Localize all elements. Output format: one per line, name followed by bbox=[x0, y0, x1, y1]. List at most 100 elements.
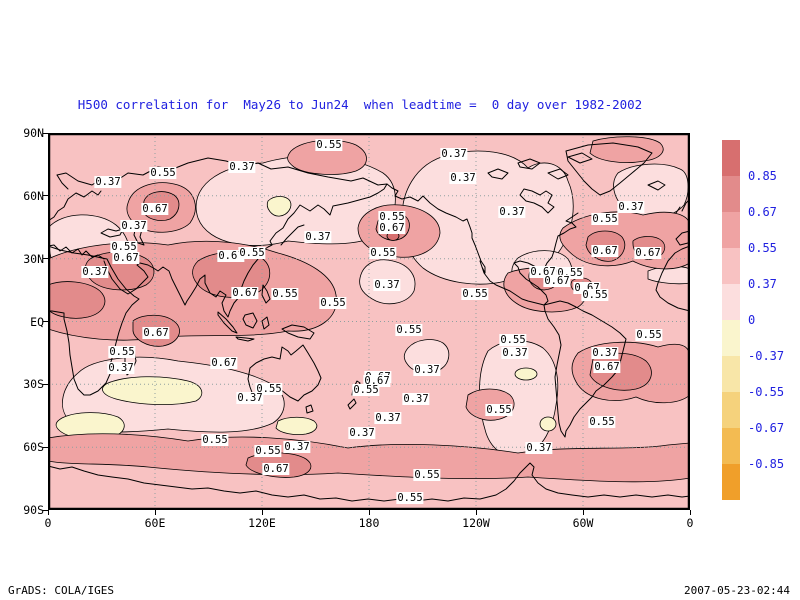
lat-tick bbox=[43, 132, 48, 134]
lat-tick-label: 30N bbox=[23, 251, 44, 266]
contour-label: 0.55 bbox=[395, 324, 423, 336]
lat-tick-label: EQ bbox=[30, 314, 44, 329]
colorbar-segment bbox=[722, 320, 740, 356]
contour-label: 0.37 bbox=[501, 347, 529, 359]
colorbar-segment bbox=[722, 464, 740, 500]
map-frame: 0.55 0.37 0.37 0.55 0.37 0.37 0.37 0.55 0.67 0.37… bbox=[48, 133, 690, 510]
contour-label: 0.55 bbox=[110, 241, 138, 253]
contour-label: 0.55 bbox=[201, 434, 229, 446]
lon-tick bbox=[368, 510, 370, 515]
contour-label: 0.37 bbox=[236, 392, 264, 404]
contour-label: 0.55 bbox=[369, 247, 397, 259]
contour-label: 0.55 bbox=[271, 288, 299, 300]
colorbar-segment bbox=[722, 212, 740, 248]
colorbar-label: 0.85 bbox=[748, 169, 777, 183]
contour-label: 0.67 bbox=[210, 357, 238, 369]
contour-label: 0.37 bbox=[449, 172, 477, 184]
plot-timestamp: 2007-05-23-02:44 bbox=[684, 584, 790, 597]
lon-tick-label: 180 bbox=[358, 516, 380, 530]
contour-label: 0.67 bbox=[112, 252, 140, 264]
colorbar-label: 0.37 bbox=[748, 277, 777, 291]
contour-label: 0.67 bbox=[262, 463, 290, 475]
lon-tick bbox=[582, 510, 584, 515]
contour-label: 0.37 bbox=[348, 427, 376, 439]
lat-tick-label: 30S bbox=[23, 377, 44, 392]
contour-label: 0.67 bbox=[543, 275, 571, 287]
lat-tick-label: 60N bbox=[23, 188, 44, 203]
contour-label: 0.55 bbox=[413, 469, 441, 481]
lon-tick-label: 0 bbox=[686, 516, 694, 530]
contour-label: 0.67 bbox=[634, 247, 662, 259]
contour-label: 0.37 bbox=[617, 201, 645, 213]
lat-tick-label: 90N bbox=[23, 126, 44, 140]
lat-tick bbox=[43, 383, 48, 385]
contour-label: 0.37 bbox=[304, 231, 332, 243]
colorbar-segment bbox=[722, 356, 740, 392]
contour-label: 0.55 bbox=[485, 404, 513, 416]
contour-label: 0.37 bbox=[81, 266, 109, 278]
contour-label: 0.37 bbox=[498, 206, 526, 218]
grads-credit: GrADS: COLA/IGES bbox=[8, 584, 114, 597]
lat-tick bbox=[43, 509, 48, 511]
contour-label: 0.67 bbox=[591, 245, 619, 257]
lon-tick-label: 0 bbox=[44, 516, 52, 530]
contour-label: 0.55 bbox=[319, 297, 347, 309]
contour-label: 0.37 bbox=[413, 364, 441, 376]
colorbar-segment bbox=[722, 248, 740, 284]
contour-label: 0.55 bbox=[591, 213, 619, 225]
lon-tick bbox=[47, 510, 49, 515]
lat-tick bbox=[43, 258, 48, 260]
lon-tick-label: 120W bbox=[462, 516, 490, 530]
lon-tick-label: 120E bbox=[248, 516, 276, 530]
colorbar-label: -0.67 bbox=[748, 421, 785, 435]
lat-tick bbox=[43, 321, 48, 322]
contour-label: 0.67 bbox=[142, 327, 170, 339]
contour-label: 0.55 bbox=[149, 167, 177, 179]
plot-title: H500 correlation for May26 to Jun24 when… bbox=[77, 97, 643, 112]
contour-label: 0.37 bbox=[283, 441, 311, 453]
colorbar-segment bbox=[722, 392, 740, 428]
contour-label: 0.37 bbox=[374, 412, 402, 424]
contour-label: 0.67 bbox=[231, 287, 259, 299]
lon-tick bbox=[261, 510, 263, 515]
contour-label: 0.37 bbox=[440, 148, 468, 160]
contour-label: 0.55 bbox=[378, 211, 406, 223]
lat-tick bbox=[43, 195, 48, 197]
colorbar-label: 0 bbox=[748, 313, 756, 327]
colorbar-segment bbox=[722, 176, 740, 212]
colorbar-segment bbox=[722, 428, 740, 464]
world-contour-map bbox=[48, 133, 690, 510]
contour-label: 0.37 bbox=[591, 347, 619, 359]
contour-label: 0.67 bbox=[593, 361, 621, 373]
contour-label: 0.55 bbox=[352, 384, 380, 396]
lat-tick bbox=[43, 446, 48, 448]
contour-label: 0.67 bbox=[378, 222, 406, 234]
lat-tick-label: 60S bbox=[23, 440, 44, 455]
contour-label: 0.55 bbox=[499, 334, 527, 346]
contour-label: 0.37 bbox=[107, 362, 135, 374]
contour-label: 0.55 bbox=[315, 139, 343, 151]
contour-label: 0.55 bbox=[254, 445, 282, 457]
contour-label: 0.55 bbox=[108, 346, 136, 358]
colorbar-label: -0.85 bbox=[748, 457, 785, 471]
contour-label: 0.55 bbox=[581, 289, 609, 301]
contour-label: 0.55 bbox=[635, 329, 663, 341]
contour-fill-neg bbox=[55, 196, 557, 440]
contour-label: 0.55 bbox=[461, 288, 489, 300]
colorbar-label: 0.67 bbox=[748, 205, 777, 219]
lon-tick bbox=[689, 510, 691, 515]
lon-tick bbox=[154, 510, 156, 515]
contour-label: 0.55 bbox=[588, 416, 616, 428]
lon-tick-label: 60W bbox=[572, 516, 594, 530]
colorbar-segment bbox=[722, 284, 740, 320]
colorbar-label: -0.37 bbox=[748, 349, 785, 363]
lat-tick-label: 90S bbox=[23, 503, 44, 517]
colorbar-segment bbox=[722, 140, 740, 176]
contour-label: 0.67 bbox=[141, 203, 169, 215]
contour-label: 0.37 bbox=[373, 279, 401, 291]
colorbar-label: 0.55 bbox=[748, 241, 777, 255]
contour-label: 0.37 bbox=[228, 161, 256, 173]
contour-label: 0.37 bbox=[94, 176, 122, 188]
colorbar-label: -0.55 bbox=[748, 385, 785, 399]
